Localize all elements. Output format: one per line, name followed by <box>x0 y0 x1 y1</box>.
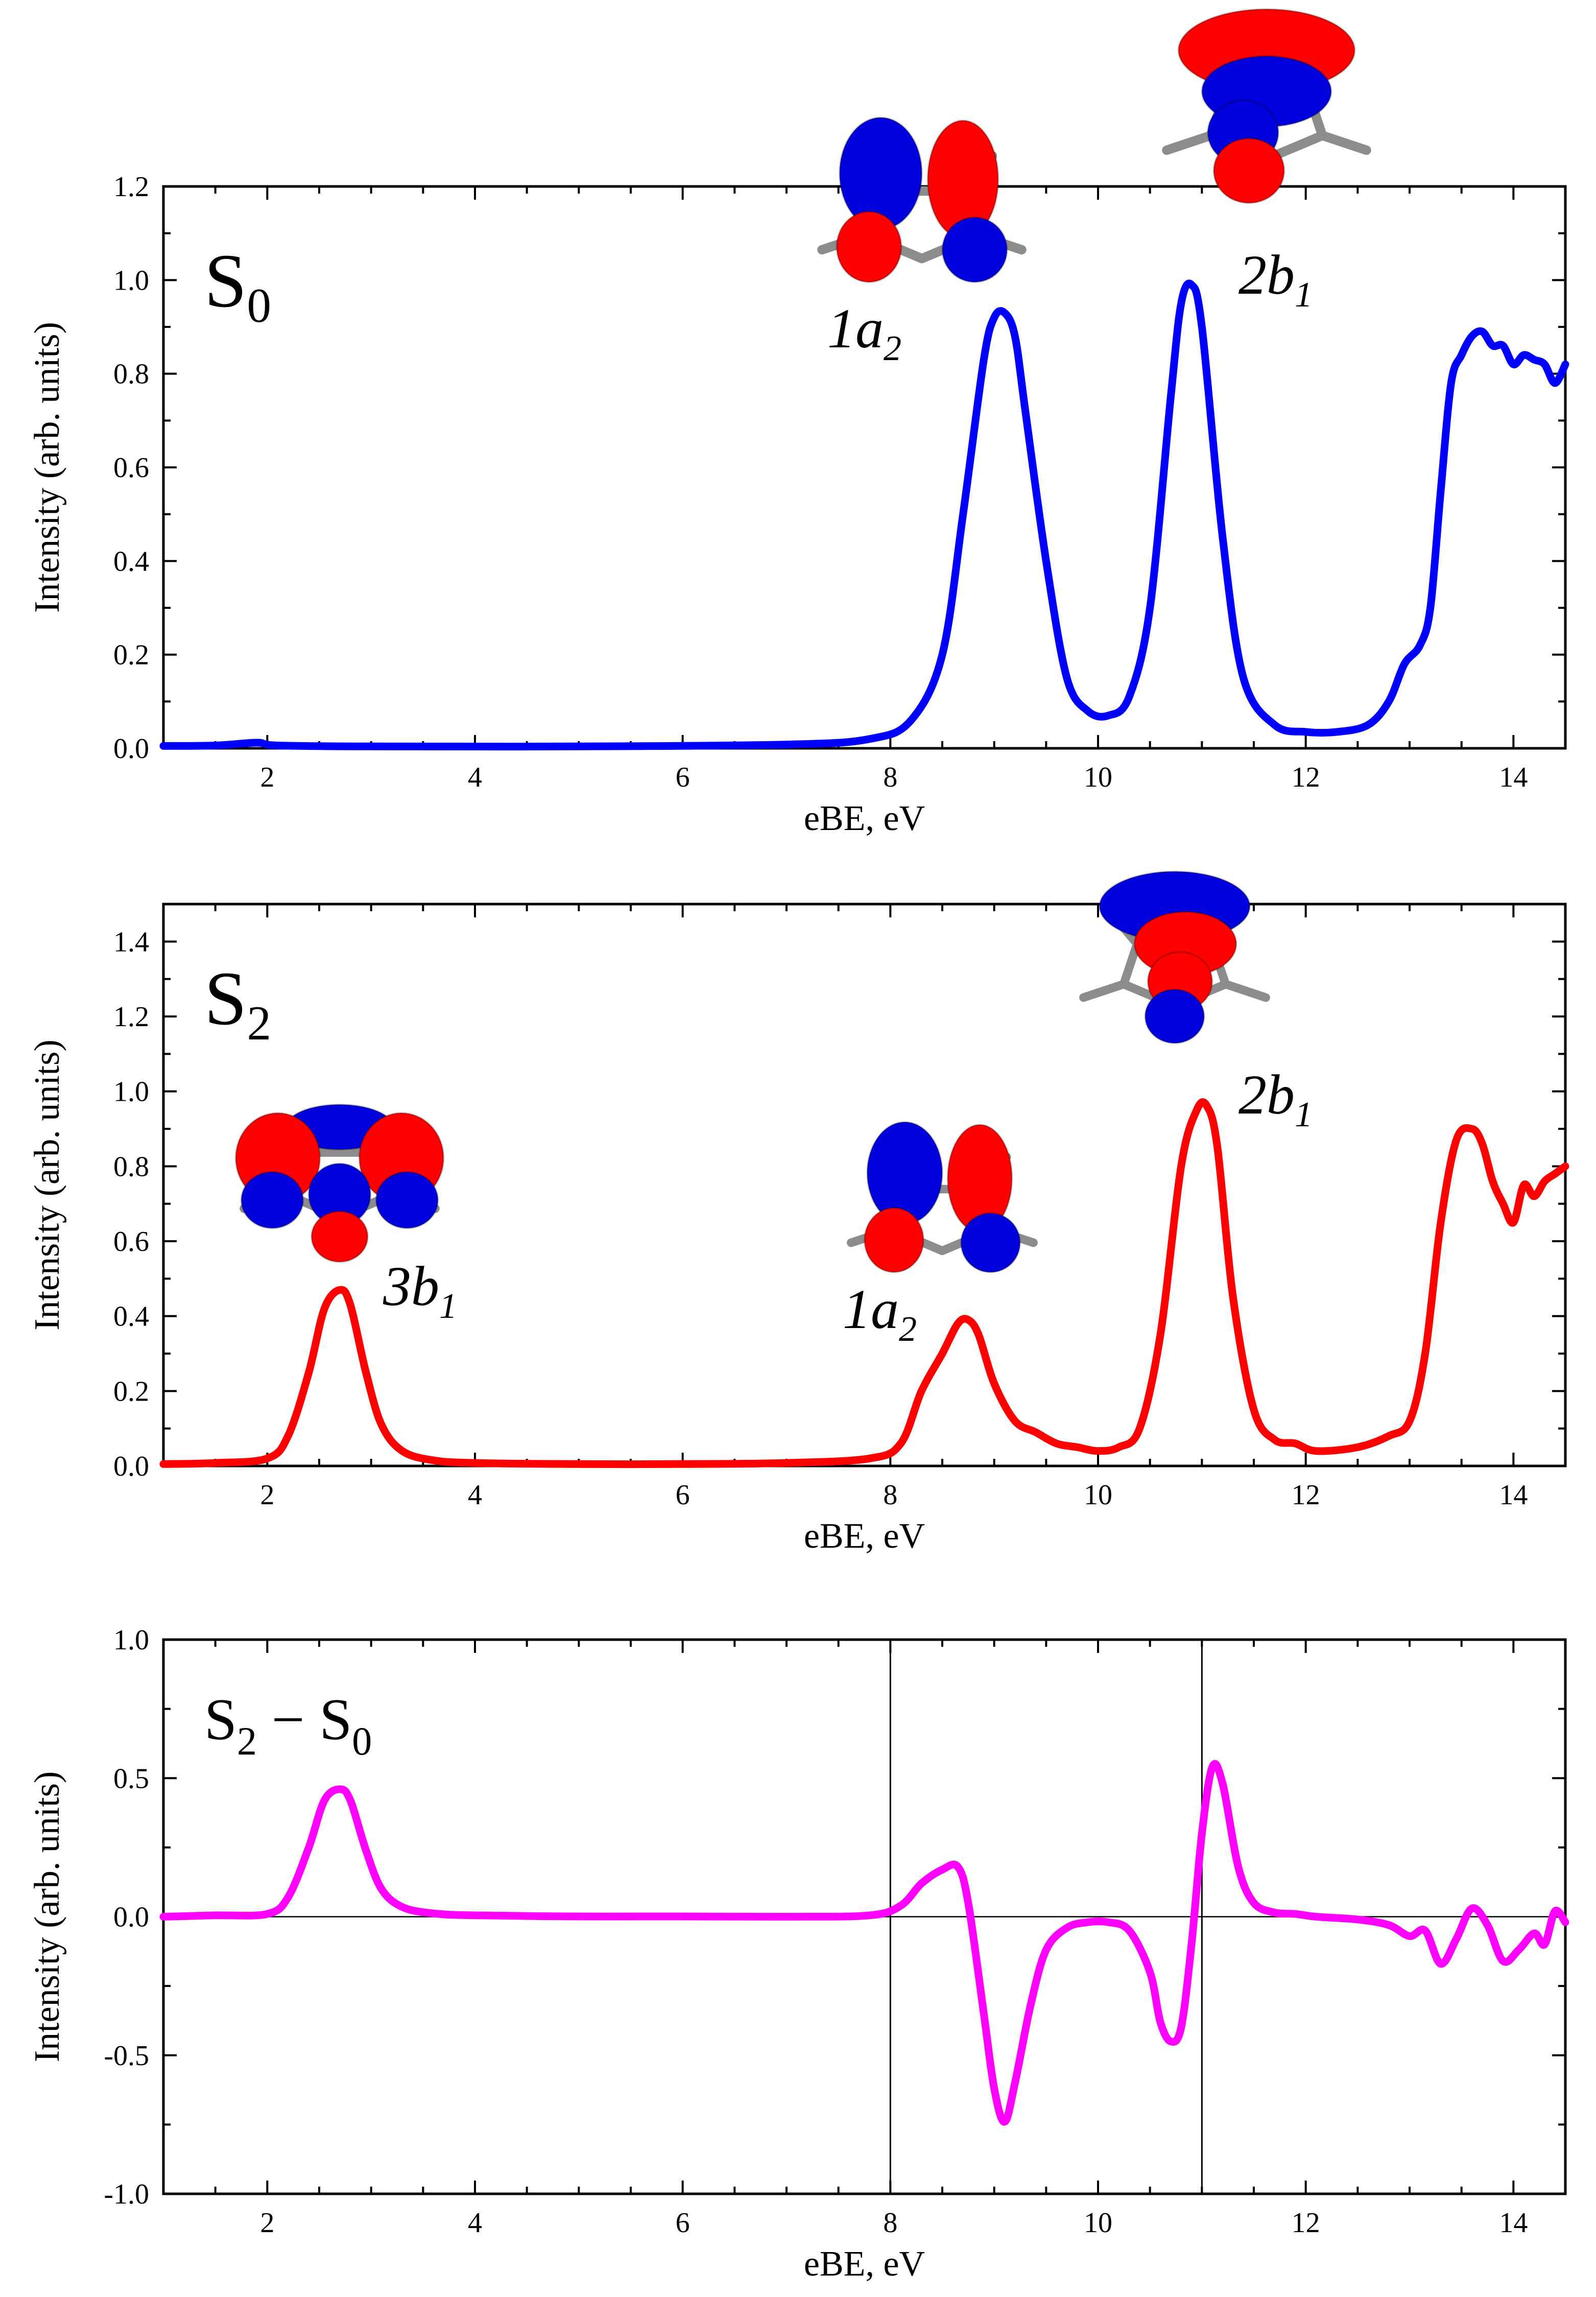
panel-label-main: S <box>204 1687 237 1752</box>
orbital-label-main: 2b <box>1238 1063 1295 1126</box>
panel-s2-minus-s0: 2 4 6 8 10 12 14 -1.0 -0.5 0.0 0.5 1.0 eBE, eV Intens… <box>28 1624 1569 2284</box>
orbital-label-sub: 1 <box>1295 275 1313 315</box>
panel-label-main: S <box>204 956 247 1041</box>
orbital-3b1-icon <box>234 1103 445 1263</box>
x-tick-label: 14 <box>1499 2207 1528 2239</box>
x-tick-label: 2 <box>260 2207 274 2239</box>
y-tick-label: 0.8 <box>113 1151 149 1182</box>
x-tick-label: 12 <box>1292 1479 1320 1511</box>
plot-frame <box>162 903 1567 1467</box>
x-tick-label: 4 <box>468 2207 482 2239</box>
x-tick-label: 4 <box>468 762 482 793</box>
x-axis-label: eBE, eV <box>804 2244 925 2284</box>
x-ticks <box>162 1640 1566 2194</box>
y-tick-label: 0.2 <box>113 1376 149 1407</box>
y-axis-label: Intensity (arb. units) <box>28 1771 67 2063</box>
orbital-label: 1a2 <box>843 1278 917 1349</box>
x-tick-label: 2 <box>260 762 274 793</box>
orbital-label-sub: 1 <box>439 1287 457 1326</box>
x-tick-label: 8 <box>883 762 897 793</box>
orbital-label-main: 1a <box>843 1278 899 1340</box>
y-tick-label: 0.6 <box>113 1226 149 1258</box>
y-tick-label: 0.4 <box>113 546 149 577</box>
x-tick-label: 10 <box>1084 2207 1112 2239</box>
panel-label: S0 <box>204 239 271 333</box>
y-axis-label: Intensity (arb. units) <box>28 1039 67 1331</box>
series-line <box>159 279 1569 751</box>
panel-label-sub2: 0 <box>352 1719 372 1763</box>
y-tick-label: 1.4 <box>113 926 149 958</box>
orbital-2b1-icon <box>1079 870 1270 1044</box>
orbital-label-sub: 1 <box>1295 1095 1313 1134</box>
x-axis-label: eBE, eV <box>804 1517 925 1556</box>
orbital-label-main: 2b <box>1238 244 1295 306</box>
y-ticks <box>163 903 1565 1467</box>
orbital-label: 2b1 <box>1238 1063 1313 1134</box>
x-tick-label: 10 <box>1084 1479 1112 1511</box>
y-tick-label: 1.2 <box>113 1001 149 1033</box>
orbital-label-sub: 2 <box>884 329 901 368</box>
y-tick-label: 1.0 <box>113 265 149 296</box>
orbital-label-main: 3b <box>383 1255 439 1317</box>
orbital-label: 3b1 <box>383 1255 457 1326</box>
orbital-label-sub: 2 <box>899 1310 917 1349</box>
y-tick-label: 0.0 <box>113 733 149 765</box>
y-axis-label: Intensity (arb. units) <box>28 322 67 613</box>
series-line <box>159 1760 1569 2126</box>
x-tick-label: 6 <box>676 762 690 793</box>
panel-label-sub: 2 <box>247 996 271 1050</box>
panel-label: S2 <box>204 956 271 1050</box>
orbital-label: 1a2 <box>827 297 901 368</box>
orbital-1a2-icon <box>817 116 1027 283</box>
orbital-1a2-icon <box>847 1121 1038 1273</box>
y-tick-label: -1.0 <box>104 2178 149 2210</box>
y-tick-label: 0.8 <box>113 359 149 390</box>
y-tick-label: 1.0 <box>113 1624 149 1656</box>
x-tick-label: 12 <box>1292 762 1320 793</box>
orbital-label-main: 1a <box>827 297 884 360</box>
x-tick-label: 2 <box>260 1479 274 1511</box>
orbital-2b1-icon <box>1162 8 1371 204</box>
x-tick-label: 4 <box>468 1479 482 1511</box>
x-tick-label: 8 <box>883 1479 897 1511</box>
x-tick-label: 14 <box>1499 1479 1528 1511</box>
x-tick-label: 8 <box>883 2207 897 2239</box>
panel-label-minus: − S <box>257 1687 352 1752</box>
panel-label: S2 − S0 <box>204 1687 372 1763</box>
x-axis-label: eBE, eV <box>804 799 925 838</box>
panel-label-main: S <box>204 239 247 323</box>
y-tick-label: 0.0 <box>113 1902 149 1933</box>
x-tick-label: 6 <box>676 1479 690 1511</box>
x-tick-label: 6 <box>676 2207 690 2239</box>
y-tick-label: 0.4 <box>113 1301 149 1333</box>
y-tick-label: 1.0 <box>113 1076 149 1108</box>
y-tick-label: 0.0 <box>113 1451 149 1482</box>
x-tick-label: 10 <box>1084 762 1112 793</box>
y-tick-label: -0.5 <box>104 2040 149 2072</box>
x-tick-label: 14 <box>1499 762 1528 793</box>
panel-label-sub: 0 <box>247 278 271 333</box>
y-tick-label: 0.2 <box>113 640 149 671</box>
y-tick-label: 1.2 <box>113 171 149 203</box>
x-tick-label: 12 <box>1292 2207 1320 2239</box>
series-line <box>159 1098 1569 1469</box>
y-tick-label: 0.6 <box>113 452 149 484</box>
panel-label-sub: 2 <box>237 1719 257 1763</box>
orbital-label: 2b1 <box>1238 244 1313 315</box>
y-tick-label: 0.5 <box>113 1763 149 1794</box>
